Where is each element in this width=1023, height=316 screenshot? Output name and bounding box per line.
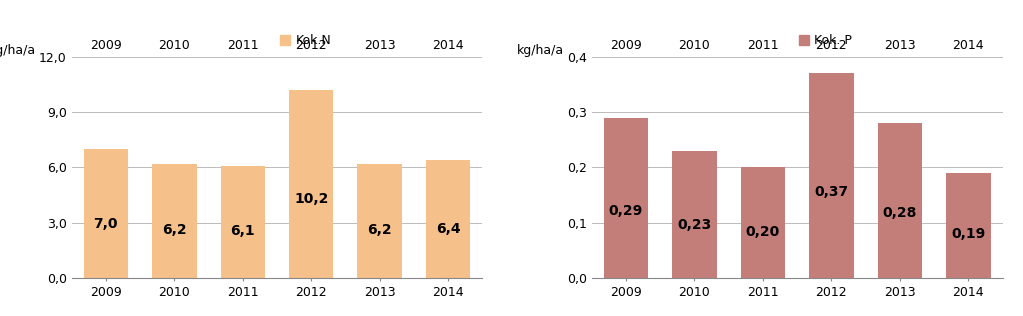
Text: 7,0: 7,0 (93, 217, 118, 231)
Text: 0,37: 0,37 (814, 185, 848, 199)
Bar (426, 160, 471, 278)
Text: 6,2: 6,2 (367, 223, 392, 237)
Bar (672, 151, 717, 278)
Bar (221, 166, 265, 278)
Text: 10,2: 10,2 (294, 192, 328, 206)
Text: 0,29: 0,29 (609, 204, 643, 218)
Bar (152, 164, 196, 278)
Text: 0,19: 0,19 (951, 227, 985, 241)
Bar (604, 118, 649, 278)
Legend: Kok.N: Kok.N (280, 34, 331, 47)
Bar (878, 123, 922, 278)
Bar (946, 173, 990, 278)
Bar (809, 74, 853, 278)
Text: 6,2: 6,2 (162, 223, 186, 237)
Bar (84, 149, 128, 278)
Text: 0,23: 0,23 (677, 218, 712, 232)
Text: 0,28: 0,28 (883, 206, 917, 220)
Bar (288, 90, 333, 278)
Y-axis label: kg/ha/a: kg/ha/a (0, 44, 36, 57)
Text: 6,4: 6,4 (436, 222, 460, 235)
Bar (741, 167, 786, 278)
Y-axis label: kg/ha/a: kg/ha/a (517, 44, 564, 57)
Legend: Kok. P: Kok. P (799, 34, 852, 47)
Text: 0,20: 0,20 (746, 225, 780, 239)
Bar (357, 164, 402, 278)
Text: 6,1: 6,1 (230, 224, 255, 238)
